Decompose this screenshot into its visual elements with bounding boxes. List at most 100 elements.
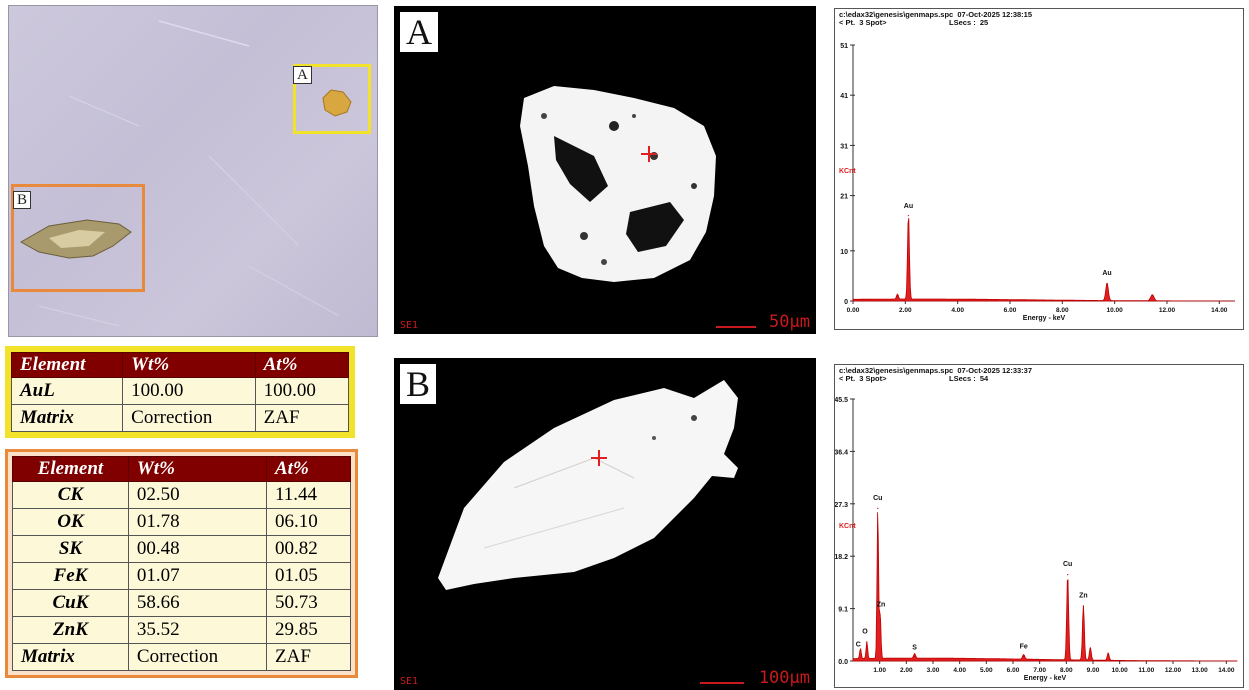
spectrum-peak [877,507,879,510]
spectrum-peak [1107,652,1109,655]
peak-label: Cu [873,495,882,502]
cell: 35.52 [127,616,268,644]
panel-letter-a: A [400,12,438,52]
cell: 06.10 [266,508,351,536]
table-b-frame: Element Wt% At% CK 02.50 11.44 OK 01.78 … [5,449,358,678]
eds-spectrum-b: c:\edax32\genesis\genmaps.spc 07-Oct-202… [834,364,1244,688]
cell: 29.85 [266,616,351,644]
table-b: Element Wt% At% CK 02.50 11.44 OK 01.78 … [12,456,351,671]
cell: Correction [127,643,268,671]
particle-a [322,89,352,117]
y-tick-label: 10 [840,249,848,256]
cell: ZnK [12,616,129,644]
header-path: c:\edax32\genesis\genmaps.spc 07-Oct-202… [839,366,1033,375]
col-header: At% [254,352,350,378]
y-tick-label: 27.3 [835,502,848,509]
peak-label: Au [904,203,913,210]
peak-label: Au [1102,270,1111,277]
spectrum-series [852,512,1238,662]
x-axis-label: Energy - keV [1024,675,1067,682]
x-tick-label: 4.00 [953,667,966,674]
x-tick-label: 10.00 [1107,307,1124,314]
y-tick-label: 41 [840,93,848,100]
x-tick-label: 12.00 [1159,307,1176,314]
sem-image-a: A SE1 50μm [394,6,816,334]
table-row: OK 01.78 06.10 [12,508,351,536]
spectrum-header: c:\edax32\genesis\genmaps.spc 07-Oct-202… [839,11,1032,27]
x-tick-label: 6.00 [1007,667,1020,674]
peak-label: S [912,644,917,651]
table-row: AuL 100.00 100.00 [10,377,350,405]
col-header: Wt% [127,456,268,482]
y-tick-label: 36.4 [835,449,848,456]
cell: FeK [12,562,129,590]
spectrum-peak [879,614,881,616]
x-tick-label: 8.00 [1056,307,1069,314]
cell: 100.00 [254,377,350,405]
cell: Correction [122,404,256,432]
spectrum-plot-a: 0 10 21 31 41 51 0.00 2.00 4.00 6.00 8.00 10.00 12.0… [839,43,1235,322]
spectrum-peak [1106,282,1108,285]
cell: CK [12,481,129,509]
label-a: A [293,66,312,84]
detector-label: SE1 [400,320,419,331]
panel-letter-b: B [400,364,437,404]
col-header: Element [12,456,129,482]
x-tick-label: 4.00 [951,307,964,314]
table-row: CuK 58.66 50.73 [12,589,351,617]
cell: 01.07 [127,562,268,590]
cell: OK [12,508,129,536]
y-axis-label: KCnt [839,168,856,175]
y-tick-label: 51 [840,43,848,50]
header-lsecs: LSecs : 25 [949,18,989,27]
header-path: c:\edax32\genesis\genmaps.spc 07-Oct-202… [839,10,1033,19]
header-spot: < Pt. 3 Spot> [839,374,887,383]
cell: 02.50 [127,481,268,509]
cell: 01.05 [266,562,351,590]
x-tick-label: 7.00 [1033,667,1046,674]
spectrum-peak [866,643,868,645]
y-tick-label: 21 [840,194,848,201]
col-header: Element [10,352,124,378]
cell: AuL [10,377,124,405]
x-tick-label: 1.00 [873,667,886,674]
detector-label: SE1 [400,676,419,687]
peak-label: C [856,642,861,649]
col-header: Wt% [122,352,256,378]
x-tick-label: 0.00 [847,307,860,314]
sem-particle-b [438,380,738,590]
peak-label: Fe [1020,643,1028,650]
x-tick-label: 6.00 [1004,307,1017,314]
spectrum-peak [1151,294,1153,296]
y-tick-label: 0.0 [838,659,848,666]
scale-bar [700,682,744,684]
y-tick-label: 31 [840,143,848,150]
scale-text: 100μm [758,668,810,688]
spectrum-header: c:\edax32\genesis\genmaps.spc 07-Oct-202… [839,367,1032,383]
spectrum-plot-b: 0.0 9.1 18.2 27.3 36.4 45.5 1.00 2.00 3.00 4.00 5.… [835,397,1238,682]
spectrum-series [852,218,1235,302]
cell: SK [12,535,129,563]
cell: 58.66 [127,589,268,617]
x-tick-label: 2.00 [899,307,912,314]
x-tick-label: 2.00 [900,667,913,674]
cell: Matrix [12,643,129,671]
x-tick-label: 5.00 [980,667,993,674]
cell: ZAF [254,404,350,432]
x-tick-label: 13.00 [1192,667,1209,674]
x-tick-label: 3.00 [927,667,940,674]
cell: 100.00 [122,377,256,405]
peak-label: Zn [877,601,886,608]
y-tick-label: 9.1 [838,607,848,614]
spectrum-peak [1082,605,1084,607]
table-row: Matrix Correction ZAF [12,643,351,671]
selection-box-a [293,64,371,134]
cell: Matrix [10,404,124,432]
sem-particle-a [520,86,716,282]
table-a-frame: Element Wt% At% AuL 100.00 100.00 Matrix… [5,346,355,438]
optical-surface [19,20,352,327]
x-tick-label: 11.00 [1138,667,1154,674]
peak-label: Cu [1063,561,1072,568]
header-lsecs: LSecs : 54 [949,374,989,383]
cell: 50.73 [266,589,351,617]
